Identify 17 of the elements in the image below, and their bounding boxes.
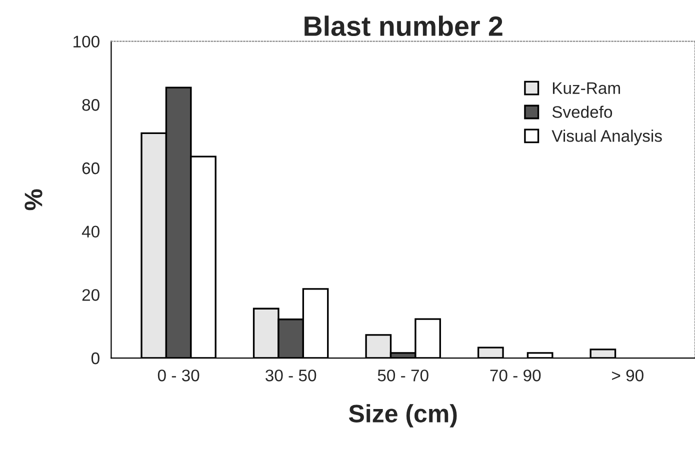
y-tick-label: 100 xyxy=(74,36,100,48)
x-tick-label: 70 - 90 xyxy=(490,370,541,382)
y-tick-label: 60 xyxy=(82,162,100,174)
legend-label: Kuz-Ram xyxy=(552,82,620,94)
x-tick-label: 30 - 50 xyxy=(266,370,316,382)
x-axis-title: Size (cm) xyxy=(348,404,457,428)
chart-title: Blast number 2 xyxy=(304,16,502,36)
x-tick-label: 50 - 70 xyxy=(378,370,428,382)
y-tick-label: 40 xyxy=(82,226,100,238)
x-tick-label: > 90 xyxy=(612,370,644,382)
y-tick-label: 80 xyxy=(82,99,100,111)
y-tick-label: 0 xyxy=(91,352,100,364)
legend-label: Svedefo xyxy=(552,106,612,118)
legend-label: Visual Analysis xyxy=(552,130,662,146)
x-tick-label: 0 - 30 xyxy=(158,370,200,382)
y-axis-title: % xyxy=(24,189,42,210)
y-tick-label: 20 xyxy=(82,289,100,301)
